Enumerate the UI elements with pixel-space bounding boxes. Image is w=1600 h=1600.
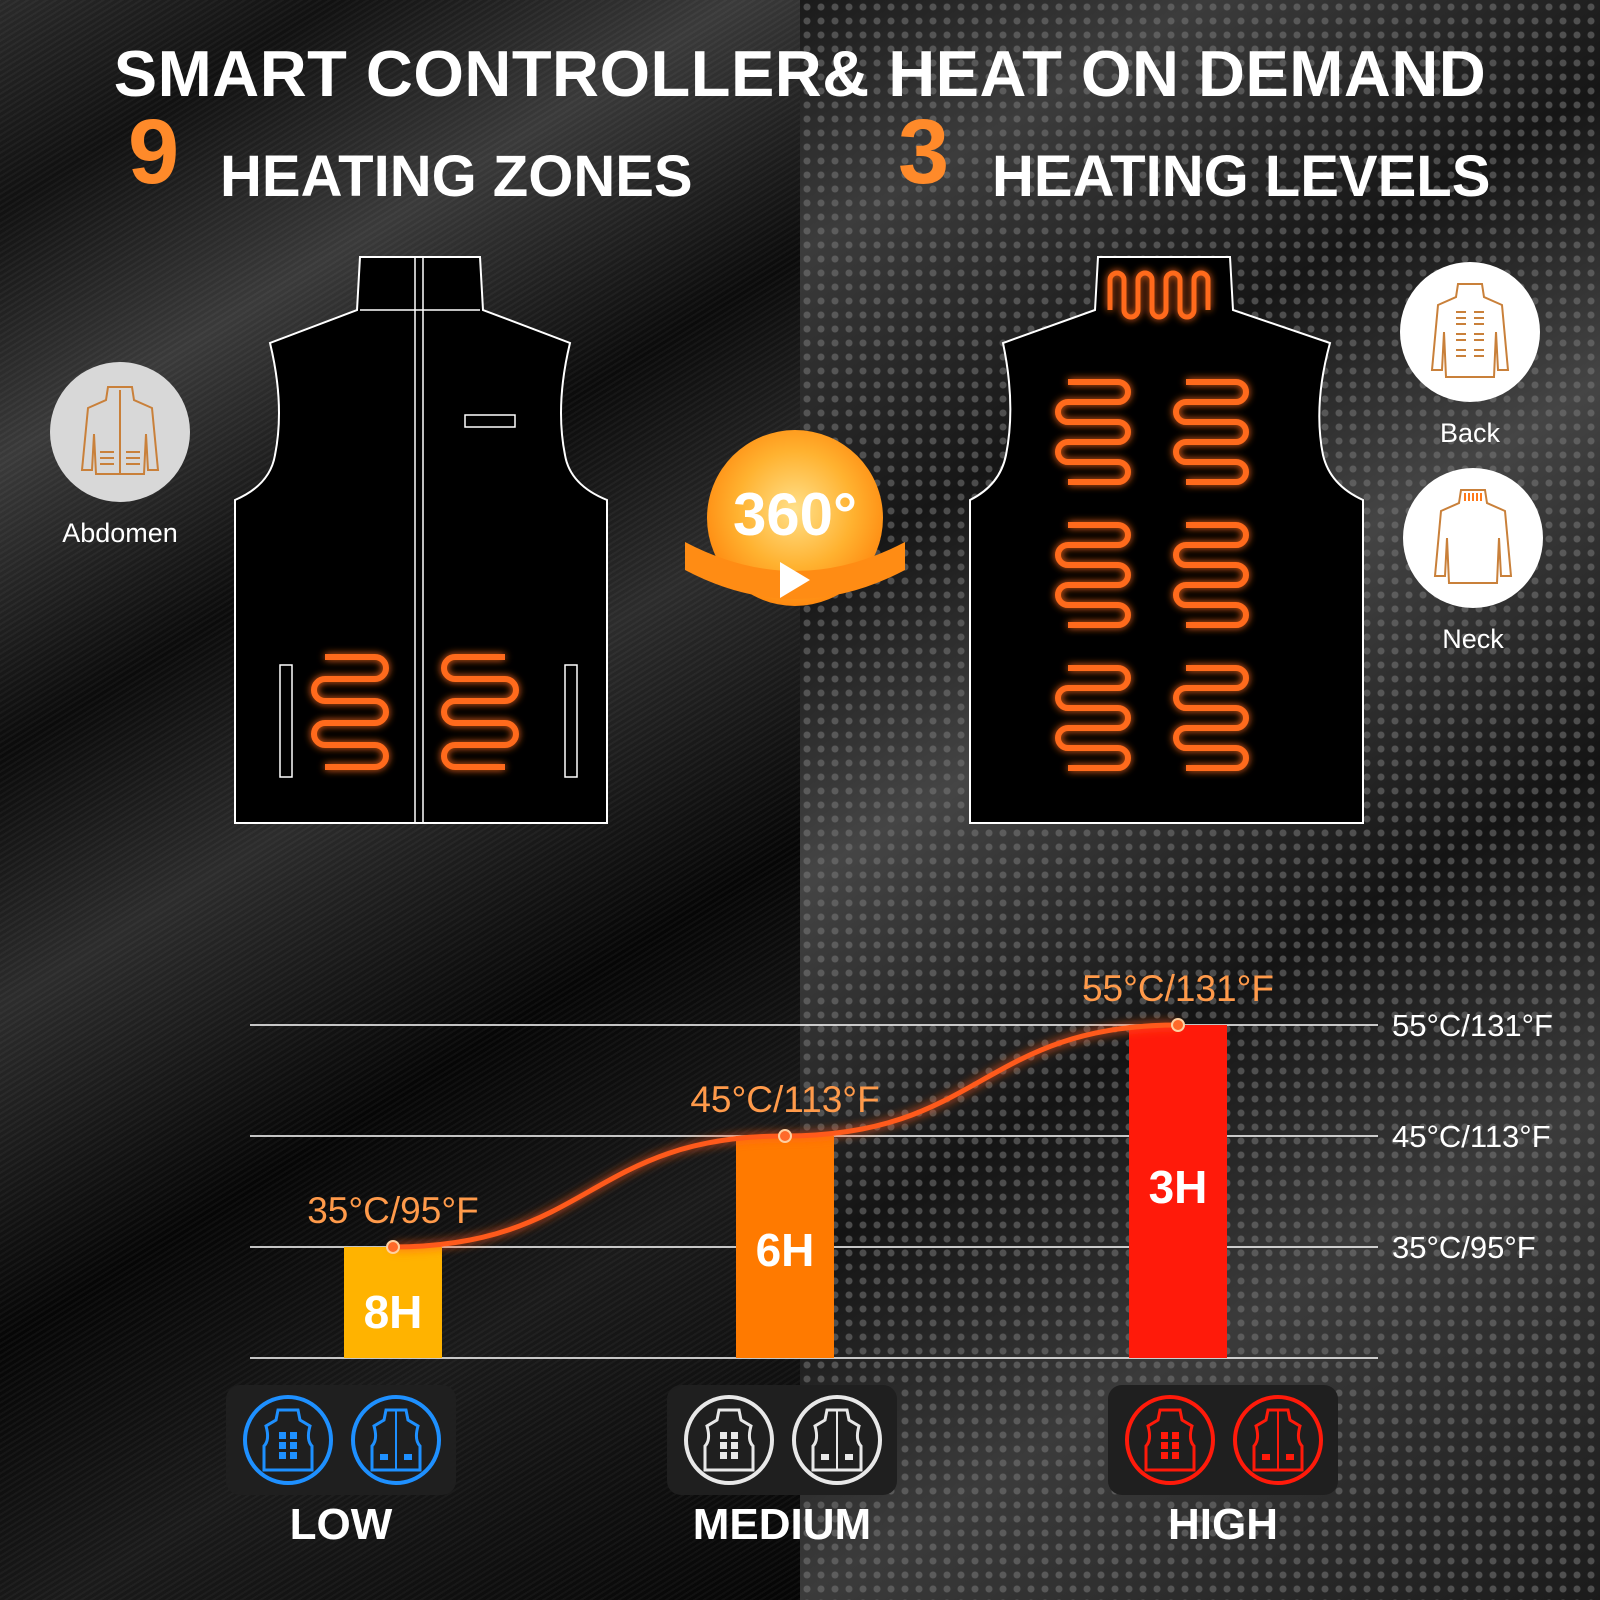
chart-point <box>386 1240 400 1254</box>
rotation-360-badge <box>685 430 905 606</box>
bar-duration-label: 3H <box>1149 1161 1208 1213</box>
bar-duration-label: 8H <box>364 1286 423 1338</box>
vest-back-level-icon <box>684 1395 774 1485</box>
y-tick-label: 55°C/131°F <box>1392 1008 1553 1043</box>
zone-badge-label: Abdomen <box>62 518 178 548</box>
zone-badge-label: Neck <box>1442 624 1504 654</box>
bar-duration-label: 6H <box>756 1224 815 1276</box>
chart-bar <box>344 1247 442 1358</box>
levels-number: 3 <box>898 101 950 203</box>
y-tick-label: 35°C/95°F <box>1392 1230 1536 1265</box>
page-title: SMART CONTROLLER& HEAT ON DEMAND <box>113 37 1487 110</box>
badge-360-text: 360° <box>732 481 858 548</box>
jacket-back-icon <box>1400 262 1540 402</box>
y-tick-label: 45°C/113°F <box>1392 1119 1551 1154</box>
chart-point <box>778 1129 792 1143</box>
point-temperature-label: 45°C/113°F <box>690 1079 879 1120</box>
level-name-high: HIGH <box>1168 1500 1278 1549</box>
jacket-neck-icon <box>1403 468 1543 608</box>
chart-bar <box>736 1136 834 1358</box>
levels-label: HEATING LEVELS <box>992 144 1491 209</box>
vest-back-level-icon <box>1125 1395 1215 1485</box>
zones-label: HEATING ZONES <box>220 144 693 209</box>
zones-number: 9 <box>128 101 180 203</box>
vest-front-level-icon <box>1233 1395 1323 1485</box>
chart-point <box>1171 1018 1185 1032</box>
vest-front-illustration <box>234 256 608 824</box>
level-name-medium: MEDIUM <box>692 1500 872 1549</box>
level-name-low: LOW <box>289 1500 393 1549</box>
point-temperature-label: 35°C/95°F <box>307 1190 479 1231</box>
zone-badge-label: Back <box>1439 418 1501 448</box>
vest-back-level-icon <box>243 1395 333 1485</box>
jacket-front-icon <box>50 362 190 502</box>
chart-bar <box>1129 1025 1227 1358</box>
vest-front-level-icon <box>792 1395 882 1485</box>
vest-back-illustration <box>969 256 1364 824</box>
vest-front-level-icon <box>351 1395 441 1485</box>
point-temperature-label: 55°C/131°F <box>1082 968 1274 1009</box>
